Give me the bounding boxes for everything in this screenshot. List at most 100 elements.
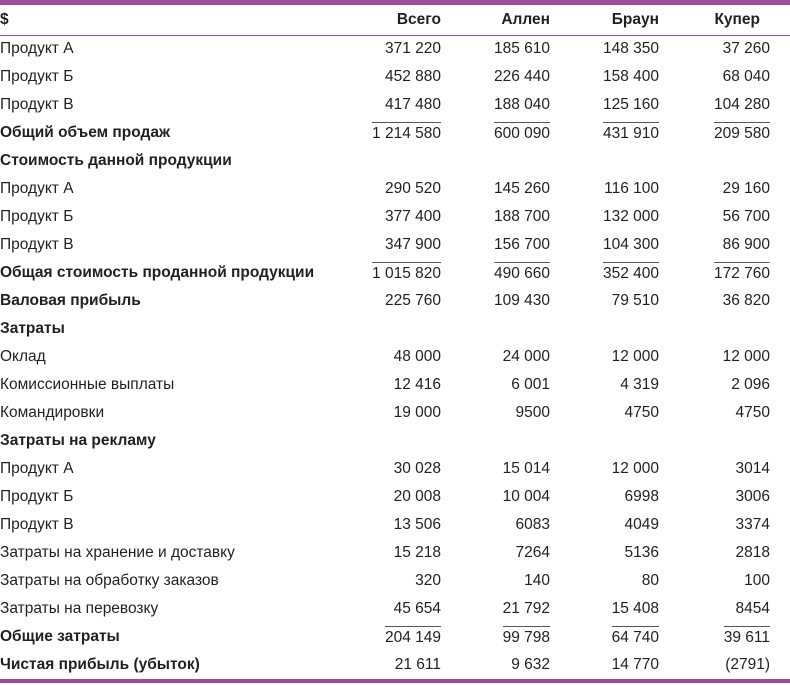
value: 99 798 [502,625,550,647]
value: 2 096 [731,376,770,393]
value: 109 430 [493,292,550,309]
value-cell: 1 214 580 [332,119,441,147]
value-cell: 24 000 [441,343,550,371]
value-cell: 15 014 [441,455,550,483]
value-cell: 132 000 [550,203,659,231]
value: 15 408 [611,600,659,617]
value-cell: 371 220 [332,35,441,63]
section-header-row: Затраты [0,315,790,343]
value-cell: 9 632 [441,651,550,679]
value-cell: 100 [659,567,790,595]
value: 80 [641,572,659,589]
value: 3014 [735,460,770,477]
table-row: Продукт В 347 900 156 700 104 300 86 900 [0,231,790,259]
value-cell: 4 319 [550,371,659,399]
row-label: Продукт В [0,236,74,253]
value: 19 000 [393,404,441,421]
value-cell: 188 040 [441,91,550,119]
value: 39 611 [723,625,770,647]
table-row: Комиссионные выплаты 12 416 6 001 4 319 2 09… [0,371,790,399]
value-cell: 204 149 [332,623,441,651]
value: 10 004 [502,488,550,505]
value-cell: (2791) [659,651,790,679]
value: 12 416 [393,376,441,393]
value: 6083 [515,516,550,533]
value: 185 610 [493,40,550,58]
row-label: Затраты [0,320,65,337]
value-cell: 104 280 [659,91,790,119]
value: 4049 [624,516,659,533]
value-cell: 209 580 [659,119,790,147]
col-header-braun: Браун [550,5,659,36]
value-cell: 99 798 [441,623,550,651]
row-label: Продукт В [0,96,74,113]
table-row: Общий объем продаж 1 214 580 600 090 431 91… [0,119,790,147]
value: 371 220 [384,40,441,58]
value: 12 000 [611,348,659,365]
value-cell: 4750 [659,399,790,427]
value-cell: 225 760 [332,287,441,315]
value-cell: 125 160 [550,91,659,119]
value: 3006 [735,488,770,505]
value-cell [550,427,659,455]
value-cell: 14 770 [550,651,659,679]
value-cell: 12 000 [550,455,659,483]
col-header-total: Всего [332,5,441,36]
value-cell: 4750 [550,399,659,427]
value-cell: 158 400 [550,63,659,91]
table-row: Продукт Б 20 008 10 004 6998 3006 [0,483,790,511]
value-cell: 30 028 [332,455,441,483]
value-cell: 21 792 [441,595,550,623]
value: 188 700 [493,208,550,225]
value: 226 440 [493,68,550,85]
value: 417 480 [384,96,441,113]
value-cell: 116 100 [550,175,659,203]
value-cell [659,147,790,175]
value: 5136 [624,544,659,561]
table-row: Затраты на обработку заказов 320 140 80 100 [0,567,790,595]
value-cell: 417 480 [332,91,441,119]
value: 158 400 [602,68,659,85]
value-cell: 3006 [659,483,790,511]
value-cell: 45 654 [332,595,441,623]
table-row: Продукт Б 377 400 188 700 132 000 56 700 [0,203,790,231]
value: 8454 [735,600,770,617]
value-cell: 352 400 [550,259,659,287]
row-label: Затраты на рекламу [0,432,156,449]
value-cell: 320 [332,567,441,595]
value-cell: 145 260 [441,175,550,203]
value-cell: 188 700 [441,203,550,231]
value-cell [332,315,441,343]
table-row: Чистая прибыль (убыток) 21 611 9 632 14 770… [0,651,790,679]
value-cell: 6998 [550,483,659,511]
value: 172 760 [713,261,770,283]
value-cell: 56 700 [659,203,790,231]
value: 204 149 [384,625,441,647]
value: 320 [415,572,441,589]
value-cell: 13 506 [332,511,441,539]
value: 4750 [624,404,659,421]
row-label: Общая стоимость проданной продукции [0,264,315,281]
row-label: Продукт Б [0,68,74,85]
value-cell: 8454 [659,595,790,623]
value: 9500 [515,404,550,421]
value-cell [550,147,659,175]
value-cell [332,147,441,175]
row-label: Чистая прибыль (убыток) [0,656,200,673]
value: 30 028 [393,460,441,477]
value-cell: 3374 [659,511,790,539]
value-cell: 109 430 [441,287,550,315]
value: 12 000 [611,460,659,477]
value-cell [441,147,550,175]
value-cell: 9500 [441,399,550,427]
value-cell: 290 520 [332,175,441,203]
value: 21 792 [502,600,550,617]
value-cell: 12 000 [550,343,659,371]
value: 145 260 [493,180,550,197]
value-cell: 347 900 [332,231,441,259]
value: 188 040 [493,96,550,113]
value-cell: 86 900 [659,231,790,259]
value: 125 160 [602,96,659,113]
value-cell: 79 510 [550,287,659,315]
value: 377 400 [384,208,441,225]
